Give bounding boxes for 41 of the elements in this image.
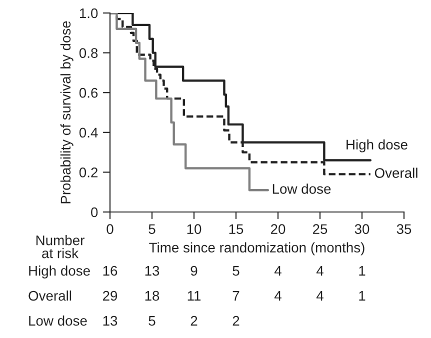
y-tick-label: 0.8 (79, 48, 98, 58)
text: 4 (274, 266, 282, 276)
y-tick-label: 0 (91, 207, 98, 218)
series-label: High dose (346, 139, 408, 152)
text: 4 (316, 266, 324, 276)
y-tick-label: 1.0 (80, 8, 98, 18)
x-tick-label: 30 (354, 224, 370, 234)
text: 5 (148, 316, 156, 326)
text: Number at risk (36, 235, 84, 258)
text: 2 (232, 316, 240, 326)
text: 5 (232, 266, 240, 276)
text: 4 (316, 291, 324, 301)
text: Low dose (29, 316, 87, 326)
text: 29 (102, 290, 118, 301)
y-tick-label: 0.2 (79, 168, 98, 178)
text: 13 (145, 266, 160, 276)
x-tick-label: 25 (312, 224, 328, 234)
text: 4 (274, 291, 282, 301)
x-tick-label: 5 (148, 224, 156, 234)
text: 1 (359, 291, 366, 301)
text: Overall (28, 290, 72, 301)
x-tick-label: 20 (270, 224, 286, 234)
text: 9 (190, 266, 198, 276)
text: 11 (188, 291, 201, 301)
text: 16 (103, 266, 118, 276)
text: 18 (145, 290, 160, 301)
x-tick-label: 15 (229, 224, 244, 234)
series-label: Low dose (272, 184, 331, 194)
text: 7 (232, 291, 240, 301)
x-tick-label: 35 (396, 224, 412, 234)
y-axis-title: Probability of survival by dose (60, 21, 74, 204)
text: 13 (103, 316, 118, 326)
text: 2 (190, 316, 198, 326)
series-label: Overall (374, 168, 418, 178)
text: High dose (29, 266, 90, 278)
text: 1 (359, 266, 366, 276)
x-tick-label: 0 (106, 224, 114, 234)
x-axis-title: Time since randomization (months) (149, 242, 364, 256)
x-tick-label: 10 (187, 224, 202, 234)
y-tick-label: 0.4 (79, 128, 98, 138)
y-tick-label: 0.6 (79, 88, 98, 98)
